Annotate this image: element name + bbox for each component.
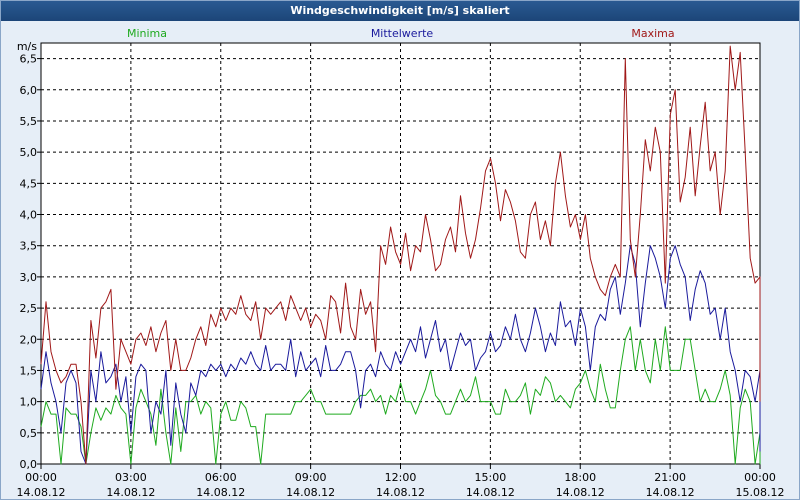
axis-labels: 0,0 0,5 1,0 1,5 2,0 2,5 3,0 3,5 4,0 4,5 5,0 5,5 6,0 6… (17, 40, 785, 499)
y-tick-label: 3,0 (20, 271, 38, 284)
series-lines (40, 45, 761, 465)
x-tick-date: 14.08.12 (286, 486, 335, 499)
x-tick-time: 06:00 (205, 471, 237, 484)
x-tick-time: 09:00 (295, 471, 327, 484)
y-tick-label: 2,0 (20, 333, 38, 346)
y-tick-label: 4,5 (20, 177, 38, 190)
x-tick-time: 00:00 (744, 471, 776, 484)
x-tick-date: 15.08.12 (736, 486, 785, 499)
y-tick-label: 6,0 (20, 84, 38, 97)
y-tick-label: 5,0 (20, 146, 38, 159)
x-tick-date: 14.08.12 (646, 486, 695, 499)
x-tick-time: 18:00 (564, 471, 596, 484)
y-tick-label: 3,5 (20, 240, 38, 253)
y-axis-label: m/s (17, 40, 37, 53)
x-tick-date: 14.08.12 (106, 486, 155, 499)
series-line-maxima (40, 45, 761, 465)
x-tick-time: 12:00 (385, 471, 417, 484)
y-tick-label: 0,5 (20, 427, 38, 440)
x-tick-time: 21:00 (654, 471, 686, 484)
plot-border (40, 42, 761, 465)
x-tick-date: 14.08.12 (556, 486, 605, 499)
chart-title: Windgeschwindigkeit [m/s] skaliert (290, 4, 510, 17)
legend-entry-maxima: Maxima (631, 27, 674, 40)
y-tick-label: 6,5 (20, 53, 38, 66)
y-tick-label: 0,0 (20, 458, 38, 471)
grid-lines (41, 43, 760, 464)
axes (37, 42, 761, 469)
x-tick-time: 15:00 (475, 471, 507, 484)
series-line-mittelwerte (40, 245, 761, 465)
y-tick-label: 5,5 (20, 115, 38, 128)
x-tick-date: 14.08.12 (17, 486, 66, 499)
x-tick-date: 14.08.12 (376, 486, 425, 499)
x-tick-date: 14.08.12 (196, 486, 245, 499)
x-tick-date: 14.08.12 (466, 486, 515, 499)
y-tick-label: 1,5 (20, 364, 38, 377)
legend-entry-minima: Minima (127, 27, 167, 40)
y-tick-label: 4,0 (20, 209, 38, 222)
legend-entry-mittelwerte: Mittelwerte (371, 27, 434, 40)
y-tick-label: 1,0 (20, 396, 38, 409)
series-line-minima (40, 326, 761, 465)
x-tick-time: 03:00 (115, 471, 147, 484)
legend: Minima Mittelwerte Maxima (127, 27, 675, 40)
x-tick-time: 00:00 (25, 471, 57, 484)
y-tick-label: 2,5 (20, 302, 38, 315)
title-bar: Windgeschwindigkeit [m/s] skaliert (1, 1, 799, 21)
